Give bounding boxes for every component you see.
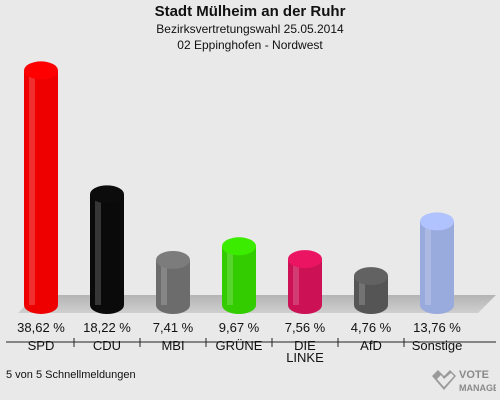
- bar-0: [24, 70, 58, 314]
- category-label-3: GRÜNE: [216, 338, 263, 353]
- category-label-5: AfD: [360, 338, 382, 353]
- status-text: 5 von 5 Schnellmeldungen: [6, 369, 136, 381]
- bar-1: [90, 194, 124, 314]
- bar-highlight-5: [359, 276, 365, 305]
- bar-cap-4: [288, 250, 322, 269]
- bar-highlight-0: [29, 70, 35, 305]
- bar-cap-6: [420, 212, 454, 231]
- bar-highlight-2: [161, 259, 167, 305]
- chart-title: Stadt Mülheim an der Ruhr: [154, 3, 346, 20]
- logo-text-manager: MANAGER: [459, 383, 496, 393]
- bar-highlight-6: [425, 221, 431, 305]
- category-label-4-line-1: LINKE: [286, 350, 324, 365]
- bar-cap-0: [24, 61, 58, 80]
- value-label-1: 18,22 %: [83, 320, 131, 335]
- bar-6: [420, 221, 454, 314]
- value-label-0: 38,62 %: [17, 320, 65, 335]
- bar-2: [156, 259, 190, 314]
- value-label-3: 9,67 %: [219, 320, 260, 335]
- value-label-5: 4,76 %: [351, 320, 392, 335]
- value-label-2: 7,41 %: [153, 320, 194, 335]
- bar-3: [222, 246, 256, 314]
- bar-highlight-1: [95, 194, 101, 305]
- bar-highlight-4: [293, 259, 299, 305]
- bar-cap-3: [222, 237, 256, 256]
- category-label-4-line-0: DIE: [294, 338, 316, 353]
- bar-4: [288, 259, 322, 314]
- checkmark-icon: [432, 370, 456, 390]
- bar-5: [354, 276, 388, 314]
- category-label-1: CDU: [93, 338, 121, 353]
- chart-subtitle-district: 02 Eppinghofen - Nordwest: [177, 38, 323, 52]
- chart-subtitle-election: Bezirksvertretungswahl 25.05.2014: [156, 22, 344, 36]
- category-label-2: MBI: [161, 338, 184, 353]
- category-label-0: SPD: [28, 338, 55, 353]
- logo-text-vote: VOTE: [459, 369, 489, 381]
- bar-highlight-3: [227, 246, 233, 305]
- value-label-4: 7,56 %: [285, 320, 326, 335]
- bar-cap-5: [354, 267, 388, 286]
- category-label-6: Sonstige: [412, 338, 463, 353]
- bar-cap-1: [90, 185, 124, 204]
- value-label-6: 13,76 %: [413, 320, 461, 335]
- votemanager-logo: VOTE MANAGER: [432, 369, 496, 393]
- bar-cap-2: [156, 250, 190, 269]
